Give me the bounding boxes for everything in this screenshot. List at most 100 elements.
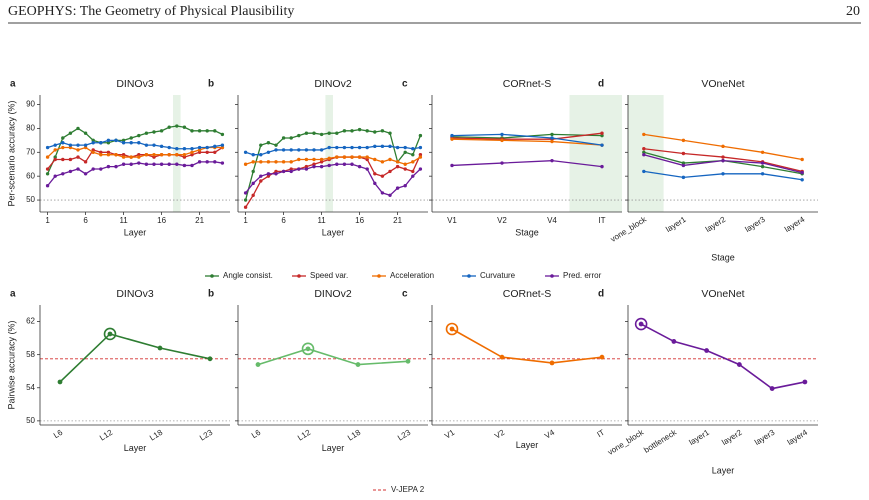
data-point xyxy=(68,143,73,147)
data-point xyxy=(642,132,646,137)
data-point xyxy=(137,155,141,159)
series-line xyxy=(451,138,603,146)
data-point xyxy=(121,141,126,145)
data-point xyxy=(197,148,202,152)
x-tick-label: 11 xyxy=(119,216,128,225)
x-tick-label: L23 xyxy=(198,428,215,443)
chart-title: DINOv2 xyxy=(314,288,352,300)
data-point xyxy=(388,157,392,162)
data-point xyxy=(182,155,187,159)
x-tick-label: 11 xyxy=(317,216,326,225)
data-point xyxy=(304,164,309,169)
data-point xyxy=(380,160,385,164)
data-point xyxy=(411,174,415,178)
data-point xyxy=(190,147,194,151)
data-point xyxy=(350,129,354,133)
data-point xyxy=(53,174,57,178)
series-line xyxy=(640,323,806,390)
data-point xyxy=(769,386,775,391)
data-point xyxy=(373,144,377,149)
data-point xyxy=(251,160,255,164)
y-tick-label: 90 xyxy=(26,100,35,109)
x-tick-label: L12 xyxy=(296,428,313,443)
x-axis-label: Stage xyxy=(515,227,539,237)
data-point xyxy=(721,155,725,159)
x-tick-label: bottleneck xyxy=(642,427,679,454)
data-point xyxy=(395,160,400,164)
x-tick-label: V1 xyxy=(447,216,457,225)
data-point xyxy=(380,144,385,149)
data-point xyxy=(274,148,278,152)
data-point xyxy=(190,129,194,133)
data-point xyxy=(274,169,278,174)
data-point xyxy=(357,127,362,132)
data-point xyxy=(99,141,103,145)
data-point xyxy=(304,148,309,152)
data-point xyxy=(304,131,309,135)
data-point xyxy=(289,148,293,152)
data-point xyxy=(760,161,765,165)
legend-dot xyxy=(550,274,554,278)
data-point xyxy=(350,155,354,159)
data-point xyxy=(91,148,95,152)
data-point xyxy=(220,161,225,165)
data-point xyxy=(137,133,141,138)
data-point xyxy=(289,169,293,174)
data-point xyxy=(388,131,392,135)
data-point xyxy=(319,132,324,137)
data-point xyxy=(642,152,646,157)
chart-title: VOneNet xyxy=(701,78,744,90)
data-point xyxy=(357,145,362,150)
data-point xyxy=(403,162,407,166)
data-point xyxy=(121,162,126,166)
data-point xyxy=(800,178,804,182)
data-point xyxy=(305,346,311,352)
data-point xyxy=(500,161,504,165)
legend-dot xyxy=(297,274,301,278)
data-point xyxy=(312,162,316,166)
series-line xyxy=(47,125,223,175)
data-point xyxy=(403,167,407,171)
data-point xyxy=(550,132,554,137)
data-point xyxy=(159,152,164,157)
data-point xyxy=(144,143,149,147)
data-point xyxy=(760,172,765,176)
data-point xyxy=(327,156,331,160)
data-point xyxy=(297,167,301,171)
data-point xyxy=(500,132,504,137)
data-point xyxy=(721,144,725,149)
running-title: GEOPHYS: The Geometry of Physical Plausi… xyxy=(8,4,294,19)
data-point xyxy=(642,150,646,155)
y-tick-label: 62 xyxy=(26,317,35,326)
data-point xyxy=(251,152,255,157)
data-point xyxy=(403,184,407,188)
data-point xyxy=(450,137,454,141)
data-point xyxy=(83,143,88,147)
x-tick-label: V2 xyxy=(493,428,507,441)
panel-letter: a xyxy=(10,79,16,90)
data-point xyxy=(220,132,225,137)
data-point xyxy=(83,131,88,135)
data-point xyxy=(45,145,50,150)
x-tick-label: 1 xyxy=(45,216,50,225)
highlight-band xyxy=(325,95,333,212)
data-point xyxy=(53,143,57,147)
x-axis-label: Layer xyxy=(516,440,539,450)
legend-dot xyxy=(210,274,214,278)
y-tick-label: 70 xyxy=(26,147,35,156)
x-tick-label: 21 xyxy=(195,216,204,225)
data-point xyxy=(53,155,57,159)
data-point xyxy=(681,138,686,143)
data-point xyxy=(800,170,804,175)
data-point xyxy=(83,145,88,150)
data-point xyxy=(114,164,118,169)
chart-title: DINOv2 xyxy=(314,78,352,90)
data-point xyxy=(205,150,209,155)
data-point xyxy=(114,152,118,157)
data-point xyxy=(76,155,80,159)
data-point xyxy=(259,152,263,157)
data-point xyxy=(57,379,63,385)
data-point xyxy=(350,162,354,166)
data-point xyxy=(175,124,179,128)
data-point xyxy=(144,152,149,157)
